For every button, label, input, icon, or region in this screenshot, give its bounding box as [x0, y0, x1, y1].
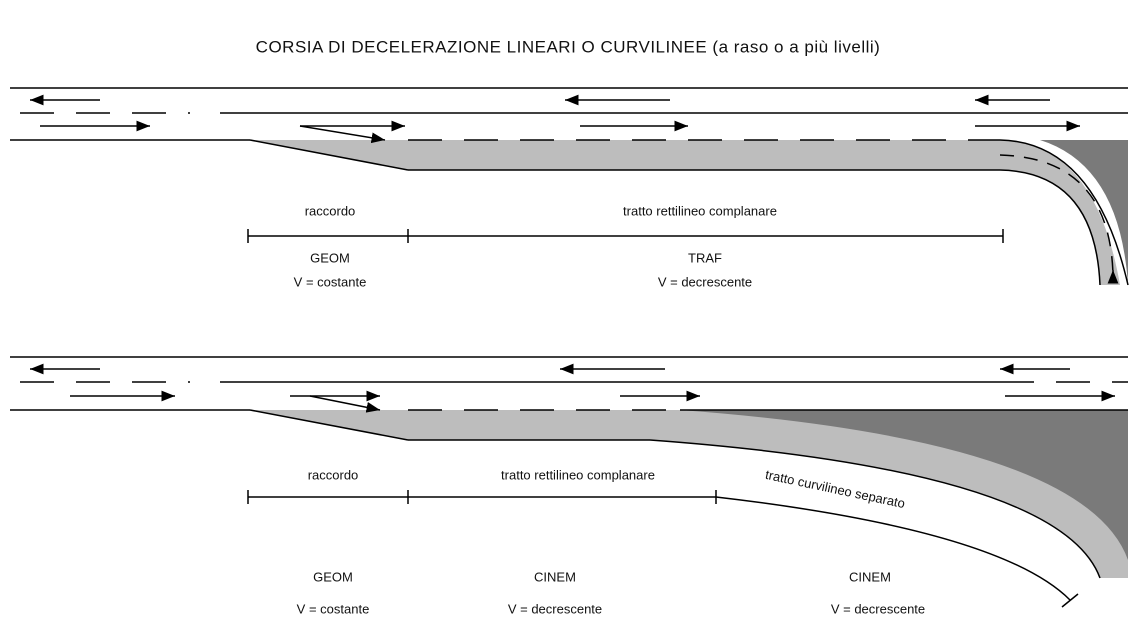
- segment-speed: V = decrescente: [658, 274, 752, 289]
- bottom-road: [10, 356, 1128, 608]
- segment-speed: V = costante: [297, 601, 370, 616]
- segment-speed: V = decrescente: [831, 601, 925, 616]
- segment-type: CINEM: [849, 569, 891, 584]
- segment-type: GEOM: [310, 250, 350, 265]
- segment-type: GEOM: [313, 569, 353, 584]
- segment-label: tratto rettilineo complanare: [501, 467, 655, 482]
- segment-label: tratto rettilineo complanare: [623, 203, 777, 218]
- title: CORSIA DI DECELERAZIONE LINEARI O CURVIL…: [256, 37, 881, 56]
- segment-speed: V = costante: [294, 274, 367, 289]
- top-road: [10, 87, 1129, 286]
- segment-type: CINEM: [534, 569, 576, 584]
- segment-type: TRAF: [688, 250, 722, 265]
- segment-label: raccordo: [308, 467, 359, 482]
- segment-label: tratto curvilineo separato: [764, 467, 906, 511]
- segment-label: raccordo: [305, 203, 356, 218]
- segment-speed: V = decrescente: [508, 601, 602, 616]
